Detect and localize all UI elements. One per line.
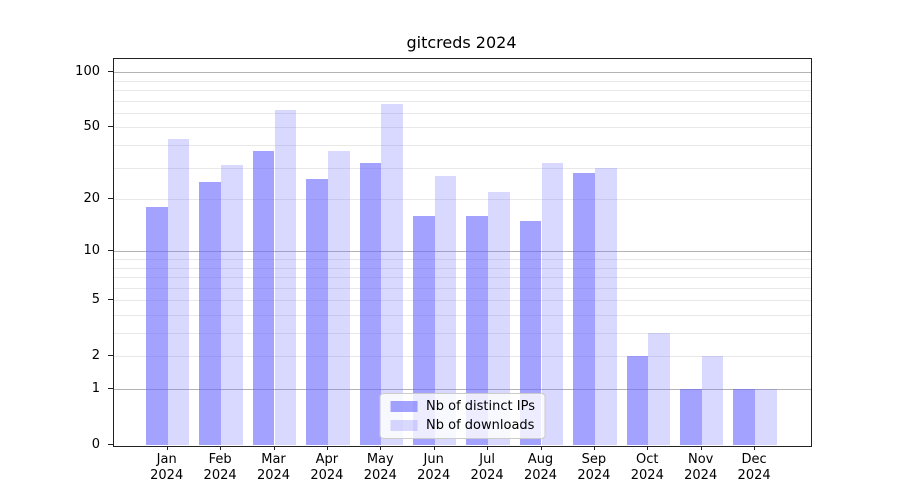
legend-label-downloads: Nb of downloads [426,418,535,433]
legend-row-distinct-ips: Nb of distinct IPs [390,399,535,414]
y-tick-mark [108,198,113,199]
x-tick-label: Feb 2024 [203,452,237,483]
gridline-major [114,389,811,390]
x-tick-mark [487,446,489,450]
y-tick-label: 10 [83,242,100,258]
y-tick-mark [108,299,113,301]
gridline-minor [114,287,811,289]
gridline-minor [114,127,811,129]
x-tick-mark [220,446,222,450]
x-tick-mark [700,446,702,450]
x-tick-label: Sep 2024 [577,452,611,483]
y-tick-mark [108,126,113,128]
bar-ips-jun [412,216,435,445]
x-tick-mark [433,446,435,450]
x-tick-mark [326,446,328,450]
x-tick-mark [754,446,756,450]
gridline-minor [114,315,811,316]
y-tick-label: 1 [91,380,100,396]
legend-label-distinct-ips: Nb of distinct IPs [426,399,535,414]
bar-downloads-oct [648,333,671,445]
bar-downloads-nov [701,356,724,445]
x-tick-mark [166,446,168,450]
bar-ips-feb [199,181,222,445]
x-tick-label: Jan 2024 [150,452,184,483]
chart-title: gitcreds 2024 [406,33,517,52]
y-tick-label: 20 [83,190,100,206]
y-tick-label: 5 [91,291,100,307]
legend-row-downloads: Nb of downloads [390,418,535,433]
plot-area: Nb of distinct IPs Nb of downloads [113,58,812,447]
x-tick-mark [593,446,595,450]
x-tick-mark [380,446,382,450]
gridline-minor [114,167,811,169]
y-tick-label: 0 [91,436,100,452]
x-tick-label: Apr 2024 [310,452,344,483]
bar-ips-mar [252,151,275,445]
y-tick-mark [108,444,113,445]
bar-ips-jan [145,207,168,445]
bar-downloads-dec [755,389,777,445]
y-tick-mark [108,355,113,357]
bar-downloads-may [381,104,404,445]
gridline-minor [114,333,811,334]
x-tick-label: Mar 2024 [256,452,291,483]
bar-downloads-sep [594,167,617,445]
bar-downloads-apr [327,151,350,445]
gridline-minor [114,267,811,269]
y-tick-mark [108,71,113,73]
y-tick-label: 2 [91,347,100,363]
legend-swatch-distinct-ips [390,401,418,412]
bar-ips-oct [626,356,649,445]
bar-downloads-jun [434,175,457,445]
bar-downloads-mar [274,110,297,445]
gridline-major [114,251,811,253]
y-tick-mark [108,388,113,389]
gridline-minor [114,100,811,102]
bar-downloads-jul [488,191,510,445]
x-tick-label: Oct 2024 [630,452,664,483]
gridline-minor [114,356,811,358]
bar-ips-may [359,162,382,445]
bar-ips-jul [466,216,489,445]
gridline-minor [114,80,811,82]
x-tick-label: Dec 2024 [737,452,771,483]
gridline-minor [114,89,811,91]
legend: Nb of distinct IPs Nb of downloads [379,393,546,439]
gridline-minor [114,112,811,114]
x-tick-label: Jun 2024 [417,452,451,483]
x-tick-label: May 2024 [363,452,397,483]
y-tick-label: 50 [83,118,100,134]
x-tick-label: Nov 2024 [684,452,718,483]
bar-ips-dec [733,389,756,445]
bar-ips-apr [306,178,328,445]
y-tick-mark [108,250,113,252]
x-tick-mark [647,446,649,450]
y-tick-label: 100 [75,63,100,79]
gridline-major [114,72,811,74]
gridline-minor [114,277,811,278]
x-tick-mark [273,446,275,450]
bar-ips-aug [519,221,542,445]
bar-ips-sep [573,172,595,445]
x-tick-mark [540,446,542,450]
bar-downloads-jan [167,139,190,445]
x-tick-label: Aug 2024 [523,452,558,483]
gridline-minor [114,199,811,200]
bar-downloads-aug [541,162,564,445]
x-tick-label: Jul 2024 [470,452,504,483]
gridline-minor [114,300,811,302]
bar-downloads-feb [221,165,243,445]
gridline-minor [114,259,811,260]
legend-swatch-downloads [390,420,418,431]
gridline-minor [114,144,811,146]
bar-ips-nov [679,389,702,445]
